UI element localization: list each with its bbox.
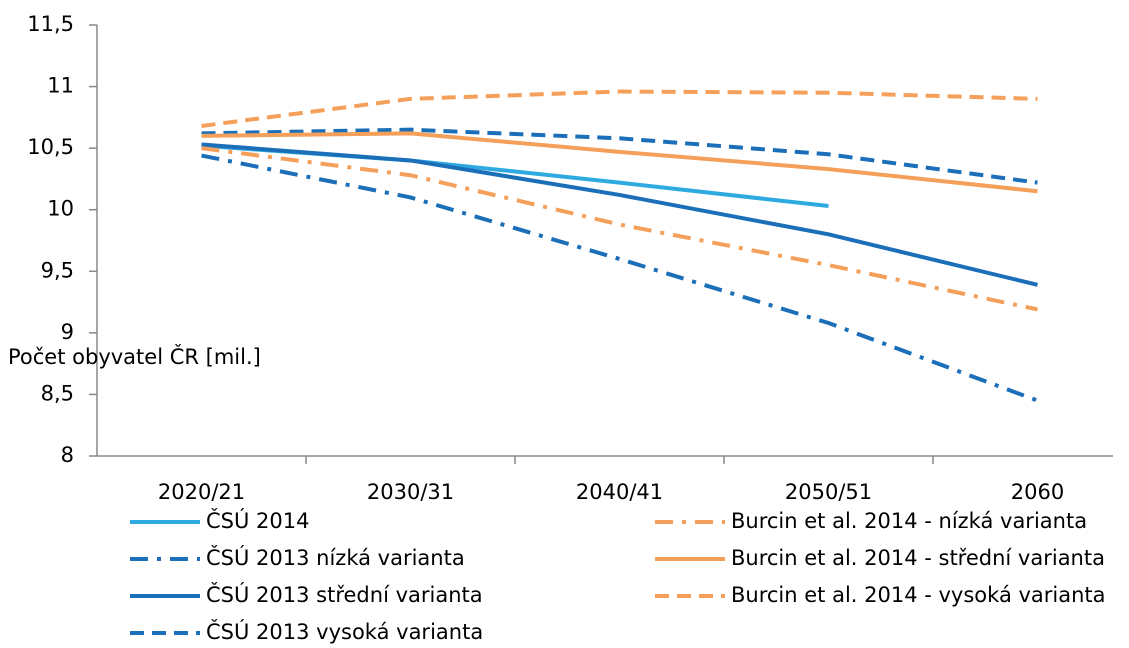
y-axis-label: Počet obyvatel ČR [mil.]: [8, 344, 261, 369]
y-tick-label: 10: [47, 197, 74, 221]
y-tick-label: 9,5: [41, 258, 74, 282]
legend-label: ČSÚ 2013 nízká varianta: [206, 545, 465, 570]
series-line: [201, 142, 1038, 287]
series-line: [201, 89, 1038, 128]
legend-label: ČSÚ 2014: [206, 508, 309, 533]
legend-label: Burcin et al. 2014 - vysoká varianta: [731, 583, 1106, 607]
legend-label: ČSÚ 2013 vysoká varianta: [206, 619, 483, 644]
series-line: [201, 131, 1038, 194]
y-tick-label: 9: [61, 320, 74, 344]
legend-label: Burcin et al. 2014 - střední varianta: [731, 546, 1105, 570]
series-line: [201, 153, 1039, 403]
x-tick-label: 2020/21: [158, 480, 245, 504]
y-tick-label: 11,5: [27, 12, 74, 36]
x-tick-label: 2030/31: [367, 480, 454, 504]
y-tick-label: 8,5: [41, 381, 74, 405]
series-line: [201, 127, 1038, 185]
series-line: [201, 146, 1038, 312]
y-tick-label: 8: [61, 443, 74, 467]
x-tick-label: 2050/51: [785, 480, 872, 504]
y-tick-label: 10,5: [27, 135, 74, 159]
y-tick-label: 11: [47, 74, 74, 98]
x-tick-label: 2060: [1011, 480, 1064, 504]
legend-label: ČSÚ 2013 střední varianta: [206, 582, 483, 607]
x-tick-label: 2040/41: [576, 480, 663, 504]
legend-label: Burcin et al. 2014 - nízká varianta: [731, 509, 1087, 533]
